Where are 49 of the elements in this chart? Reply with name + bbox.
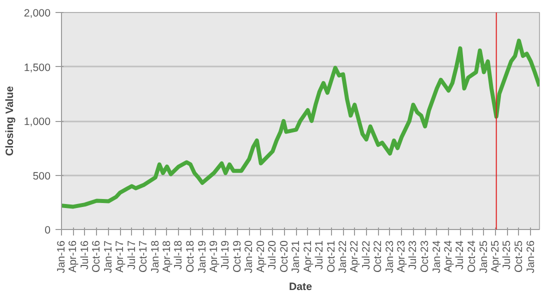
x-tick-label: Jul-25	[501, 240, 514, 270]
x-tick-label: Jan-25	[478, 240, 490, 274]
x-tick-label: Jul-19	[220, 240, 232, 270]
x-tick-label: Apr-17	[114, 240, 126, 272]
x-tick-label: Oct-21	[325, 240, 338, 272]
x-tick-label: Oct-18	[184, 240, 196, 272]
x-tick-label: Apr-21	[302, 240, 314, 272]
x-tick-label: Jan-24	[430, 240, 443, 274]
x-tick-label: Oct-25	[512, 240, 525, 272]
x-tick-label: Jul-20	[266, 240, 279, 270]
x-tick-label: Jul-24	[454, 240, 466, 270]
y-tick-label: 2,000	[24, 8, 51, 20]
x-tick-label: Jul-23	[407, 240, 420, 270]
y-tick-label: 1,000	[24, 116, 51, 128]
x-tick-label: Apr-22	[348, 240, 361, 272]
x-tick-label: Apr-20	[254, 240, 267, 272]
x-tick-label: Oct-23	[419, 240, 432, 272]
x-tick-label: Jul-16	[78, 240, 91, 270]
x-tick-label: Oct-17	[138, 240, 150, 272]
x-tick-label: Oct-16	[90, 240, 103, 272]
x-tick-label: Apr-25	[489, 240, 502, 272]
x-tick-label: Oct-19	[231, 240, 244, 272]
x-axis-title: Date	[288, 281, 312, 294]
x-tick-label: Apr-23	[396, 240, 408, 272]
x-tick-label: Oct-24	[466, 240, 478, 272]
y-tick-label: 1,500	[24, 62, 51, 74]
x-tick-label: Jul-17	[126, 240, 138, 270]
x-tick-label: Jul-22	[360, 240, 372, 270]
x-tick-label: Oct-22	[372, 240, 384, 272]
y-axis-title: Closing Value	[4, 86, 16, 156]
x-tick-label: Apr-16	[67, 240, 80, 272]
x-tick-label: Apr-19	[208, 240, 220, 272]
x-tick-label: Oct-20	[278, 240, 290, 272]
x-tick-label: Jan-26	[524, 240, 537, 274]
x-tick-label: Jan-16	[56, 240, 68, 274]
x-tick-label: Jan-21	[290, 240, 302, 274]
x-tick-label: Jan-17	[102, 240, 115, 274]
line-series	[62, 38, 540, 209]
x-tick-label: Jan-22	[337, 240, 350, 274]
x-tick-label: Jan-20	[243, 240, 256, 274]
y-tick-label: 0	[44, 224, 51, 236]
x-tick-label: Jul-21	[313, 240, 326, 270]
x-tick-label: Jan-23	[384, 240, 396, 274]
x-tick-label: Jan-18	[149, 240, 162, 274]
x-tick-label: Apr-18	[160, 240, 173, 272]
x-tick-label: Jan-19	[196, 240, 208, 274]
x-tick-label: Jul-18	[172, 240, 185, 270]
y-tick-label: 500	[32, 170, 51, 182]
x-tick-label: Apr-24	[442, 240, 455, 272]
